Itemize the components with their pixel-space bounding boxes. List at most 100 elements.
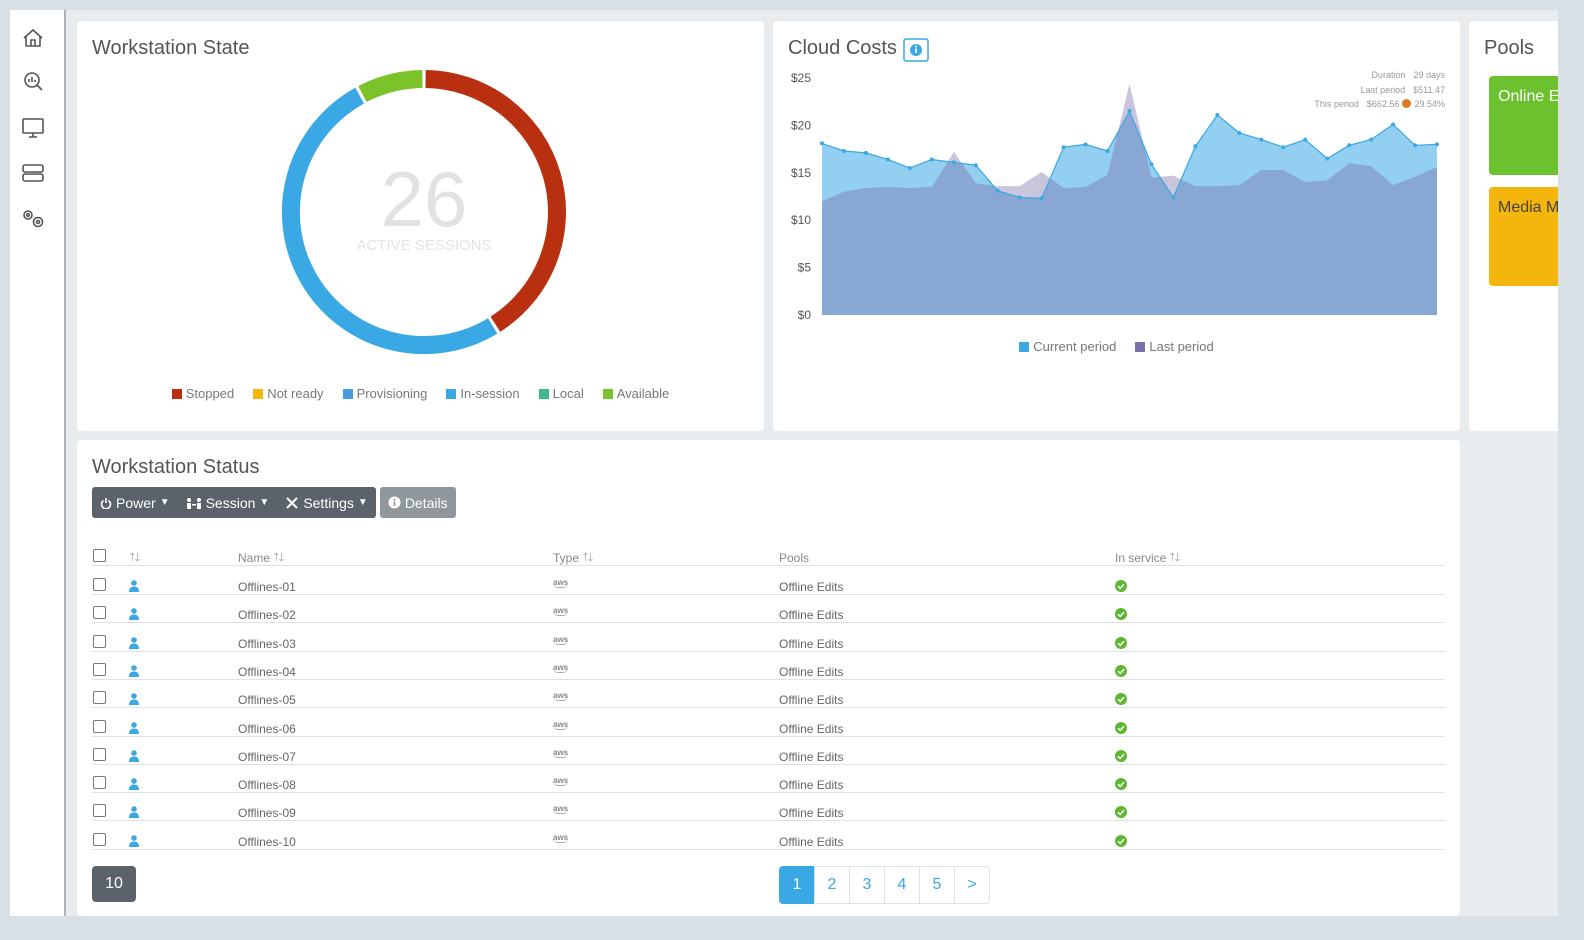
point xyxy=(1215,112,1220,117)
column-header: Pools xyxy=(779,551,810,565)
icon xyxy=(1115,693,1127,706)
pool-card[interactable]: Media M xyxy=(1489,187,1558,286)
point xyxy=(841,148,846,153)
details-button[interactable]: Details xyxy=(379,487,456,518)
point xyxy=(820,141,824,146)
page-button[interactable]: 5 xyxy=(919,866,955,904)
in-service-icon xyxy=(1115,693,1127,706)
workstation-name[interactable]: Offlines-02 xyxy=(238,608,296,623)
center-label: ACTIVE SESSIONS xyxy=(356,237,491,254)
row-divider xyxy=(92,707,1445,709)
workstation-name[interactable]: Offlines-01 xyxy=(238,580,296,594)
page-button[interactable]: > xyxy=(954,866,990,904)
stat-row: Last period $511.47 xyxy=(1314,83,1445,98)
y-tick-label: $10 xyxy=(791,213,811,227)
y-tick-label: $25 xyxy=(791,71,811,85)
legend-label: In-session xyxy=(460,386,520,401)
page-button[interactable]: 2 xyxy=(814,866,850,904)
legend-item: In-session xyxy=(446,386,520,401)
workstation-name[interactable]: Offlines-05 xyxy=(238,693,296,708)
row-checkbox[interactable] xyxy=(93,578,106,591)
icon xyxy=(129,728,139,734)
workstation-state-card: Workstation State 26 ACTIVE SESSIONS Stop… xyxy=(77,21,764,431)
column-header: In service xyxy=(1115,551,1167,565)
select-all-checkbox[interactable] xyxy=(93,549,106,562)
icon xyxy=(1117,640,1125,647)
card-title: Workstation State xyxy=(92,37,250,59)
row-checkbox[interactable] xyxy=(93,804,106,818)
pool-name: Offline Edits xyxy=(779,580,844,594)
workstation-name[interactable]: Offlines-08 xyxy=(238,778,296,793)
area-chart: $0 $5 $10 $15 $20 $25 xyxy=(791,71,1439,322)
point xyxy=(1369,137,1374,142)
icon xyxy=(1115,749,1127,762)
legend-item: Last period xyxy=(1135,339,1214,354)
page-button[interactable]: 1 xyxy=(779,866,815,904)
row-checkbox[interactable] xyxy=(93,634,106,648)
type-logo: aws xyxy=(553,691,569,702)
point xyxy=(885,157,890,162)
home-icon[interactable] xyxy=(23,28,43,47)
status-table: Name Type Pools In service Offlines-01 aws Off… xyxy=(77,440,1460,860)
settings-button[interactable]: Settings ▼ xyxy=(277,487,376,518)
icon xyxy=(1117,753,1125,760)
workstation-name[interactable]: Offlines-07 xyxy=(238,749,296,764)
row-divider xyxy=(92,678,1445,680)
workstation-name[interactable]: Offlines-06 xyxy=(238,721,296,736)
power-button[interactable]: Power ▼ xyxy=(92,487,178,518)
pool-name: Offline Edits xyxy=(779,608,844,623)
row-checkbox[interactable] xyxy=(93,776,106,790)
row-checkbox[interactable] xyxy=(93,691,106,705)
stat-value: $511.47 xyxy=(1413,84,1445,95)
settings-icon[interactable] xyxy=(23,210,44,228)
in-service-icon xyxy=(1115,721,1127,734)
pools-card: Pools Online E Media M xyxy=(1469,21,1558,431)
row-checkbox[interactable] xyxy=(93,662,106,676)
icon xyxy=(1115,664,1127,677)
page-button[interactable]: 4 xyxy=(884,866,920,904)
workstation-name[interactable]: Offlines-10 xyxy=(238,834,296,849)
pool-label: Media M xyxy=(1498,199,1558,216)
page-button[interactable]: 3 xyxy=(849,866,885,904)
row-checkbox[interactable] xyxy=(93,719,106,733)
legend-label: Current period xyxy=(1033,339,1117,354)
y-tick-label: $0 xyxy=(798,308,812,322)
workstation-name[interactable]: Offlines-03 xyxy=(238,636,296,651)
legend-label: Local xyxy=(552,386,584,401)
in-service-icon xyxy=(1115,834,1127,847)
row-divider xyxy=(92,565,1445,566)
in-service-icon xyxy=(1115,778,1127,791)
toolbar: Power ▼ Session ▼ Settings ▼ Details xyxy=(92,487,456,518)
y-tick-label: $5 xyxy=(798,261,812,275)
cost-stats: Duration 29 days Last period $511.47 This pe… xyxy=(1314,68,1445,112)
server-icon[interactable] xyxy=(22,164,44,182)
pool-card[interactable]: Online E xyxy=(1489,76,1558,175)
analytics-icon[interactable] xyxy=(24,72,43,91)
in-service-icon xyxy=(1115,749,1127,762)
session-button[interactable]: Session ▼ xyxy=(178,487,278,518)
row-checkbox[interactable] xyxy=(93,832,106,846)
row-checkbox[interactable] xyxy=(93,606,106,620)
workstation-name[interactable]: Offlines-09 xyxy=(238,806,296,821)
icon xyxy=(129,643,139,649)
row-checkbox[interactable] xyxy=(93,747,106,761)
icon xyxy=(1115,806,1127,819)
icon xyxy=(1117,611,1125,618)
point xyxy=(1237,130,1242,135)
user-icon xyxy=(129,608,139,621)
legend-swatch xyxy=(446,388,457,399)
point xyxy=(1435,142,1439,147)
point xyxy=(1017,195,1022,200)
type-logo: aws xyxy=(553,804,569,815)
point xyxy=(1061,145,1066,150)
info-button[interactable] xyxy=(903,38,929,62)
icon xyxy=(1115,608,1127,621)
workstation-name[interactable]: Offlines-04 xyxy=(238,664,296,679)
icon xyxy=(129,812,139,819)
page-size-button[interactable]: 10 xyxy=(92,866,136,902)
workstation-icon[interactable] xyxy=(22,118,44,138)
user-icon xyxy=(129,806,139,819)
